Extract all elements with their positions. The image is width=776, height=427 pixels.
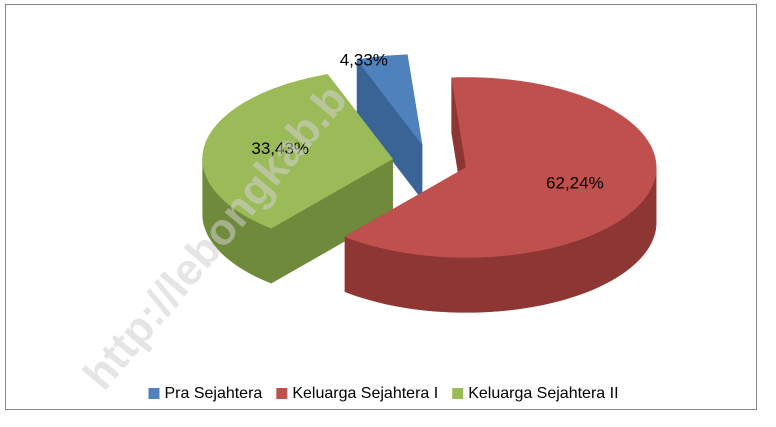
- slice: [344, 77, 657, 258]
- legend-label: Keluarga Sejahtera I: [292, 385, 438, 402]
- legend-swatch: [452, 388, 464, 399]
- legend-swatch: [276, 388, 288, 399]
- legend-label: Keluarga Sejahtera II: [468, 385, 618, 402]
- slice: [202, 74, 393, 229]
- legend: Pra Sejahtera Keluarga Sejahtera I Keluarg…: [148, 385, 619, 402]
- data-label: 4,33%: [340, 50, 388, 69]
- legend-label: Pra Sejahtera: [164, 385, 262, 402]
- data-label: 62,24%: [546, 173, 604, 192]
- legend-swatch: [148, 388, 160, 399]
- pie: 4,33% 62,24% 33,43%: [202, 50, 657, 313]
- slice: [356, 54, 423, 145]
- data-label: 33,43%: [251, 139, 309, 158]
